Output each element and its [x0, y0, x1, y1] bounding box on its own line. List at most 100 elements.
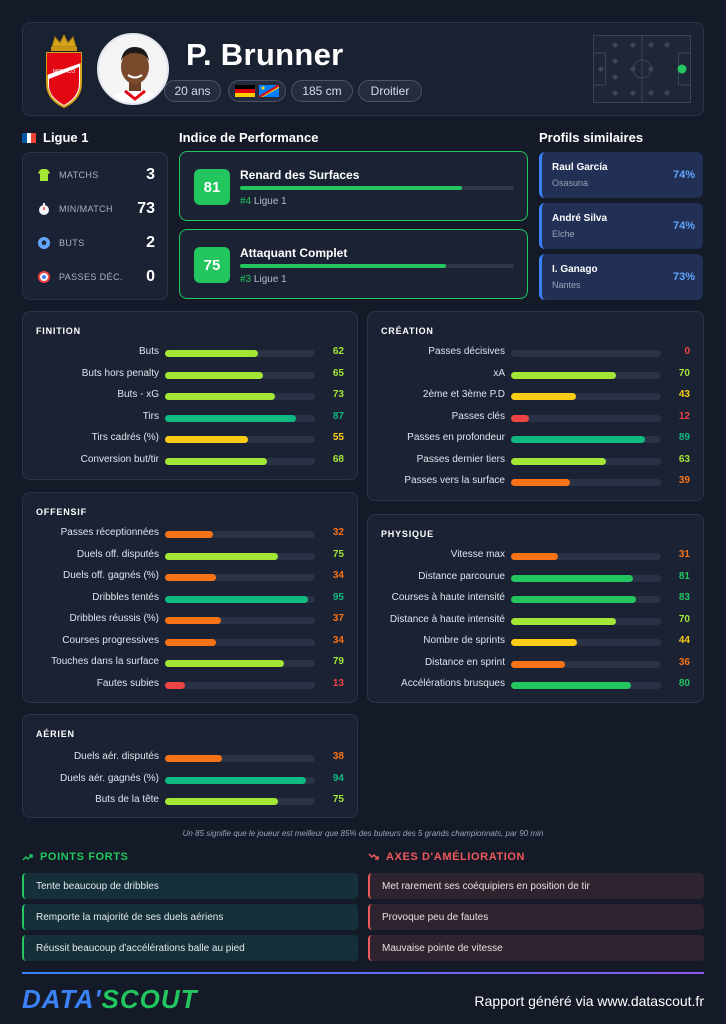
metric-bar-fill	[511, 371, 616, 379]
metric-row: Buts - xG 73	[23, 389, 357, 403]
league-name: Ligue 1	[43, 130, 89, 145]
jersey-icon	[38, 169, 50, 181]
metric-label: Passes décisives	[428, 346, 505, 357]
metric-label: Buts hors penalty	[81, 367, 159, 379]
stat-label: MATCHS	[59, 170, 99, 180]
metric-bar-fill	[165, 552, 278, 560]
metric-bar-fill	[511, 457, 606, 465]
metric-label: Courses à haute intensité	[391, 592, 505, 603]
metric-row: Touches dans la surface 79	[23, 656, 357, 670]
weakness-item: Met rarement ses coéquipiers en position…	[368, 873, 704, 899]
stat-value: 2	[146, 234, 155, 251]
similar-profile-card[interactable]: I. Ganago Nantes 73%	[539, 254, 703, 300]
metric-row: Buts 62	[23, 346, 357, 360]
metric-value: 75	[332, 794, 344, 805]
metric-value: 39	[678, 475, 690, 486]
stat-passes-dec: PASSES DÉC. 0	[37, 267, 155, 287]
performance-score: 81	[194, 169, 230, 205]
foot-pill: Droitier	[358, 80, 422, 102]
metric-label: Tirs cadrés (%)	[91, 432, 159, 443]
similar-pct: 74%	[672, 220, 695, 232]
metric-row: Dribbles réussis (%) 37	[23, 613, 357, 627]
metric-value: 37	[332, 613, 344, 624]
metric-bar-fill	[165, 531, 213, 538]
metric-row: Duels aér. disputés 38	[23, 751, 357, 765]
group-title: OFFENSIF	[36, 507, 87, 517]
footer-text: Rapport généré via www.datascout.fr	[474, 993, 704, 1009]
metric-bar-fill	[165, 617, 221, 624]
performance-card[interactable]: 81 Renard des Surfaces #4 Ligue 1	[179, 151, 528, 221]
metric-label: Dribbles réussis (%)	[69, 613, 159, 624]
metric-bar	[511, 479, 661, 486]
strengths-title-text: POINTS FORTS	[40, 851, 129, 863]
metric-value: 31	[678, 549, 690, 560]
club-crest-icon: MONACO	[46, 33, 82, 109]
metric-row: Passes décisives 0	[368, 346, 703, 360]
metric-bar	[511, 371, 661, 379]
metric-row: 2ème et 3ème P.D 43	[368, 389, 703, 403]
group-title: AÉRIEN	[36, 729, 75, 739]
metric-value: 81	[678, 570, 690, 582]
stat-min-match: MIN/MATCH 73	[37, 199, 155, 219]
similar-profile-card[interactable]: Raul García Osasuna 74%	[539, 152, 703, 198]
metric-value: 36	[678, 656, 690, 668]
similar-name: André Silva	[552, 213, 608, 224]
footnote: Un 85 signifie que le joueur est meilleu…	[182, 829, 544, 838]
similar-profile-card[interactable]: André Silva Elche 74%	[539, 203, 703, 249]
player-name: P. Brunner	[186, 37, 344, 72]
metric-label: Passes clés	[451, 410, 505, 422]
metric-bar	[511, 639, 661, 646]
performance-profile-title: Attaquant Complet	[240, 246, 348, 260]
footer-divider	[22, 972, 704, 974]
metric-bar	[165, 776, 315, 784]
metric-row: Duels off. gagnés (%) 34	[23, 570, 357, 584]
metric-value: 94	[332, 772, 344, 784]
metric-bar-fill	[165, 755, 222, 762]
metric-bar-fill	[165, 776, 306, 784]
stat-label: PASSES DÉC.	[59, 272, 123, 282]
metric-row: Conversion but/tir 68	[23, 454, 357, 468]
metric-bar	[165, 798, 315, 805]
metric-bar	[165, 393, 315, 400]
similar-club: Elche	[552, 229, 575, 239]
similar-pct: 73%	[672, 271, 695, 283]
metric-bar	[165, 371, 315, 379]
similar-pct: 74%	[672, 169, 695, 181]
metric-label: 2ème et 3ème P.D	[422, 389, 505, 400]
metric-label: Tirs	[142, 410, 159, 422]
performance-bar-fill	[240, 264, 446, 268]
performance-card[interactable]: 75 Attaquant Complet #3 Ligue 1	[179, 229, 528, 299]
metric-value: 83	[678, 592, 690, 603]
metric-row: Distance en sprint 36	[368, 657, 703, 671]
metric-bar	[511, 574, 661, 582]
metric-value: 13	[332, 677, 344, 689]
metric-bar	[511, 436, 661, 443]
metric-bar	[165, 457, 315, 465]
metric-value: 38	[332, 751, 344, 762]
player-header: MONACO P. Brunner 20 ans 185 cm Droitier	[22, 22, 704, 116]
metric-bar	[511, 393, 661, 400]
metric-label: Vitesse max	[450, 549, 505, 560]
metric-bar-fill	[165, 393, 275, 400]
metric-label: Buts de la tête	[95, 794, 159, 805]
performance-bar	[240, 186, 514, 190]
metric-bar-fill	[511, 479, 570, 486]
metric-label: Fautes subies	[96, 677, 159, 689]
similar-club: Osasuna	[552, 178, 589, 188]
logo-part1: DATA'	[22, 984, 102, 1014]
metric-value: 0	[684, 346, 690, 357]
metric-label: Touches dans la surface	[51, 656, 159, 667]
metric-value: 55	[332, 432, 344, 443]
dr-congo-flag-icon	[259, 85, 279, 97]
metric-label: Dribbles tentés	[92, 591, 159, 603]
metric-bar-fill	[511, 660, 565, 668]
performance-rank: #4 Ligue 1	[240, 196, 287, 207]
performance-rank: #3 Ligue 1	[240, 274, 287, 285]
metric-value: 70	[678, 367, 690, 379]
metric-row: xA 70	[368, 368, 703, 382]
metric-bar-fill	[511, 617, 616, 625]
metric-bar	[165, 531, 315, 538]
weaknesses-title-text: AXES D'AMÉLIORATION	[386, 851, 526, 863]
metric-row: Passes clés 12	[368, 411, 703, 425]
metric-bar-fill	[165, 638, 216, 646]
